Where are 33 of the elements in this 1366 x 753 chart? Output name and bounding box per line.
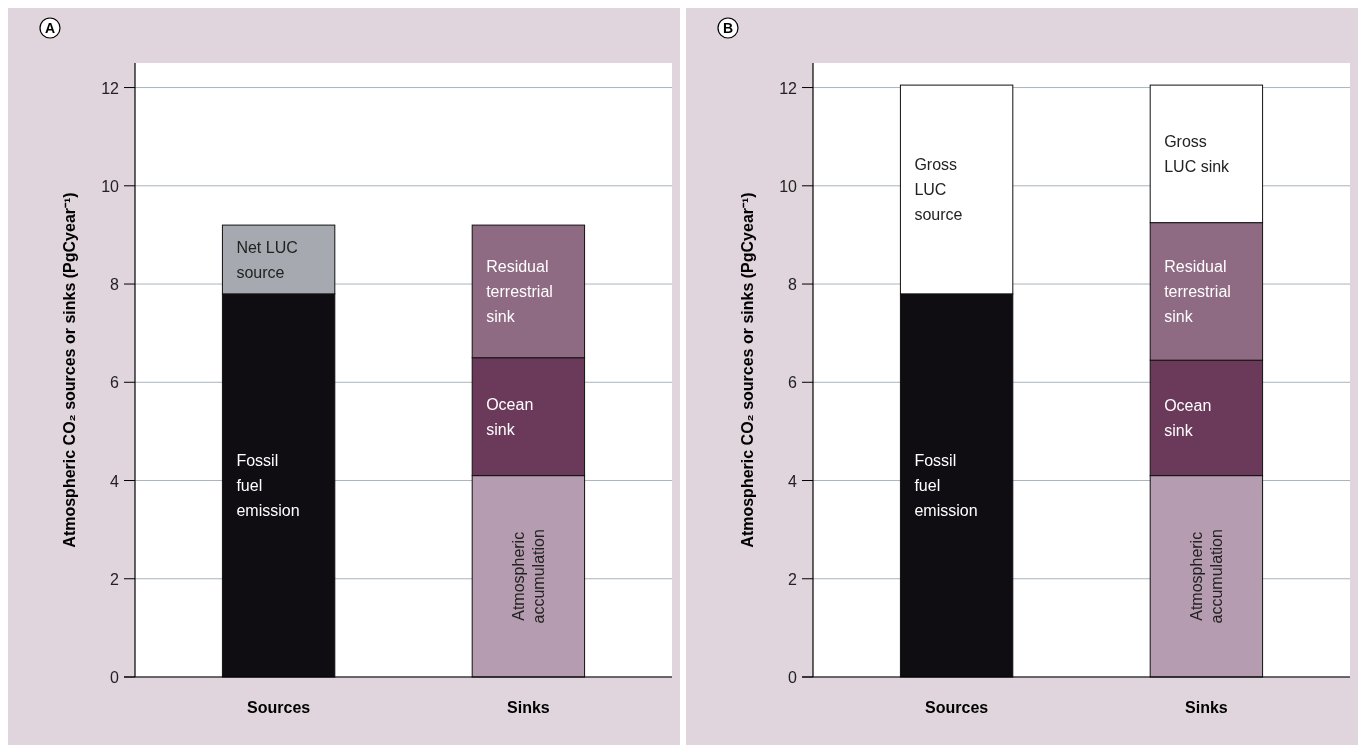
chart-title: B bbox=[722, 20, 734, 36]
y-tick-label: 10 bbox=[779, 177, 798, 195]
series-label: Ocean sink bbox=[486, 396, 534, 439]
x-tick-label: Sources bbox=[925, 699, 989, 716]
series-label: Gross LUC sink bbox=[1164, 133, 1231, 176]
y-tick-label: 12 bbox=[779, 79, 798, 97]
x-tick-label: Sources bbox=[247, 699, 311, 716]
series-label: Gross LUC source bbox=[914, 156, 963, 224]
series-label: Residual terrestrial sink bbox=[1164, 258, 1231, 326]
y-tick-label: 10 bbox=[101, 177, 120, 195]
y-tick-label: 6 bbox=[110, 374, 120, 392]
y-tick-label: 4 bbox=[788, 472, 798, 490]
y-tick-label: 6 bbox=[788, 374, 798, 392]
series-label: Atmospheric accumulation bbox=[510, 529, 548, 624]
series-label: Ocean sink bbox=[1164, 397, 1212, 440]
y-tick-label: 12 bbox=[101, 79, 120, 97]
series-label: Fossil fuel emission bbox=[914, 452, 978, 520]
series-label: Net LUC source bbox=[236, 238, 298, 281]
y-tick-label: 2 bbox=[788, 570, 798, 588]
x-tick-label: Sinks bbox=[1185, 699, 1228, 716]
x-tick-label: Sinks bbox=[507, 699, 550, 716]
series-label: Fossil fuel emission bbox=[236, 452, 300, 520]
y-axis-title: Atmospheric CO₂ sources or sinks (PgCyear⁻¹) bbox=[61, 192, 78, 548]
y-tick-label: 4 bbox=[110, 472, 120, 490]
y-tick-label: 8 bbox=[788, 276, 798, 294]
y-tick-label: 2 bbox=[110, 570, 120, 588]
y-tick-label: 8 bbox=[110, 276, 120, 294]
series-label: Residual terrestrial sink bbox=[486, 258, 553, 326]
y-tick-label: 0 bbox=[110, 669, 120, 686]
series-label: Atmospheric accumulation bbox=[1188, 529, 1226, 624]
chart-title: A bbox=[44, 20, 56, 36]
y-tick-label: 0 bbox=[788, 669, 798, 686]
y-axis-title: Atmospheric CO₂ sources or sinks (PgCyear⁻¹) bbox=[739, 192, 756, 548]
